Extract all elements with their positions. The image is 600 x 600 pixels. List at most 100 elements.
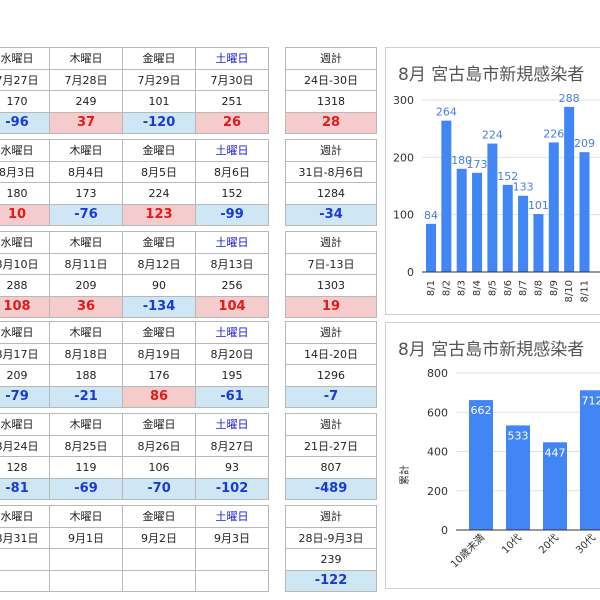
date-cell: 8月25日 bbox=[49, 434, 123, 457]
week-row-dates: 8月24日8月25日8月26日8月27日 21日-27日 bbox=[0, 434, 377, 457]
week-table: 水曜日木曜日金曜日土曜日週計8月24日8月25日8月26日8月27日21日-27… bbox=[0, 413, 377, 500]
column-gap bbox=[269, 161, 286, 183]
y-tick-label: 200 bbox=[427, 485, 448, 498]
bar bbox=[469, 400, 493, 530]
count-cell: 1296 bbox=[285, 364, 377, 387]
week-row-counts: 180 173 224 152 1284 bbox=[0, 182, 377, 205]
count-cell: 209 bbox=[49, 274, 123, 297]
diff-cell: -102 bbox=[195, 477, 269, 500]
bar bbox=[426, 223, 436, 272]
data-label: 264 bbox=[436, 106, 457, 119]
weekday-header: 週計 bbox=[285, 321, 377, 344]
weekday-header: 木曜日 bbox=[49, 413, 123, 436]
date-cell: 8月24日 bbox=[0, 434, 50, 457]
diff-cell: -122 bbox=[285, 569, 377, 592]
y-tick-label: 0 bbox=[407, 266, 414, 279]
weekday-header: 水曜日 bbox=[0, 231, 50, 254]
week-row-diffs: 108 36 -134 104 19 bbox=[0, 295, 377, 318]
week-row-headers: 水曜日 木曜日 金曜日 土曜日 週計 bbox=[0, 413, 377, 436]
y-tick-label: 400 bbox=[427, 446, 448, 459]
week-row-counts: 128 119 106 93 807 bbox=[0, 456, 377, 479]
weekday-header: 週計 bbox=[285, 505, 377, 528]
count-cell: 188 bbox=[49, 364, 123, 387]
x-tick-label: 8/7 bbox=[518, 280, 529, 296]
weekday-header: 金曜日 bbox=[122, 47, 196, 70]
x-tick-label: 8/11 bbox=[580, 280, 591, 302]
weekday-header: 木曜日 bbox=[49, 231, 123, 254]
column-gap bbox=[269, 204, 286, 226]
diff-cell: 108 bbox=[0, 295, 50, 318]
data-label: 224 bbox=[482, 129, 503, 142]
date-cell: 7月27日 bbox=[0, 68, 50, 91]
column-gap bbox=[269, 365, 286, 387]
weekday-header: 水曜日 bbox=[0, 139, 50, 162]
diff-cell: -96 bbox=[0, 111, 50, 134]
bar bbox=[502, 184, 513, 272]
count-cell: 195 bbox=[195, 364, 269, 387]
weekday-header: 金曜日 bbox=[122, 413, 196, 436]
count-cell: 224 bbox=[122, 182, 196, 205]
bar bbox=[579, 152, 590, 272]
week-row-diffs: -122 bbox=[0, 569, 377, 592]
week-row-dates: 8月3日 8月4日 8月5日 8月6日 31日-8月6日 bbox=[0, 160, 377, 183]
column-gap bbox=[269, 322, 286, 344]
date-cell: 8月3日 bbox=[0, 160, 50, 183]
count-cell: 288 bbox=[0, 274, 50, 297]
y-tick-label: 800 bbox=[427, 367, 448, 380]
diff-cell bbox=[49, 569, 123, 592]
weekday-header: 土曜日 bbox=[195, 321, 269, 344]
count-cell: 128 bbox=[0, 456, 50, 479]
week-row-headers: 水曜日 木曜日 金曜日 土曜日 週計 bbox=[0, 47, 377, 70]
x-tick-label: 20代 bbox=[537, 532, 562, 557]
diff-cell bbox=[122, 569, 196, 592]
count-cell: 249 bbox=[49, 90, 123, 113]
week-table: 水曜日木曜日金曜日土曜日週計7月27日7月28日7月29日7月30日24日-30… bbox=[0, 47, 377, 134]
data-label: 101 bbox=[528, 199, 549, 212]
diff-cell: -79 bbox=[0, 385, 50, 408]
date-cell: 8月11日 bbox=[49, 252, 123, 275]
data-label: 288 bbox=[559, 92, 580, 105]
date-cell: 8月19日 bbox=[122, 342, 196, 365]
date-cell: 8月4日 bbox=[49, 160, 123, 183]
diff-cell: 104 bbox=[195, 295, 269, 318]
column-gap bbox=[269, 253, 286, 275]
count-cell bbox=[0, 548, 50, 571]
column-gap bbox=[269, 435, 286, 457]
weekday-header: 週計 bbox=[285, 413, 377, 436]
date-cell: 9月1日 bbox=[49, 526, 123, 549]
diff-cell: 26 bbox=[195, 111, 269, 134]
week-row-headers: 水曜日 木曜日 金曜日 土曜日 週計 bbox=[0, 231, 377, 254]
date-cell: 7日-13日 bbox=[285, 252, 377, 275]
x-tick-label: 8/5 bbox=[487, 280, 498, 296]
weekday-header: 水曜日 bbox=[0, 321, 50, 344]
diff-cell: 86 bbox=[122, 385, 196, 408]
date-cell: 21日-27日 bbox=[285, 434, 377, 457]
data-label: 152 bbox=[497, 170, 518, 183]
weekday-header: 金曜日 bbox=[122, 321, 196, 344]
column-gap bbox=[269, 48, 286, 70]
diff-cell: -7 bbox=[285, 385, 377, 408]
diff-cell: 123 bbox=[122, 203, 196, 226]
y-axis-label: 累計 bbox=[398, 465, 411, 485]
date-cell: 8月5日 bbox=[122, 160, 196, 183]
column-gap bbox=[269, 112, 286, 134]
data-label: 226 bbox=[543, 127, 564, 140]
week-table: 水曜日 木曜日 金曜日 土曜日 週計 8月3日 8月4日 8月5日 8月6日 31日-8月6日 18… bbox=[0, 139, 377, 226]
week-row-diffs: -79 -21 86 -61 -7 bbox=[0, 385, 377, 408]
weekday-header: 土曜日 bbox=[195, 139, 269, 162]
weekday-header: 水曜日 bbox=[0, 505, 50, 528]
date-cell: 9月3日 bbox=[195, 526, 269, 549]
count-cell: 93 bbox=[195, 456, 269, 479]
diff-cell: -76 bbox=[49, 203, 123, 226]
count-cell: 176 bbox=[122, 364, 196, 387]
weekday-header: 週計 bbox=[285, 47, 377, 70]
bar bbox=[564, 106, 575, 272]
count-cell: 1303 bbox=[285, 274, 377, 297]
weekday-header: 土曜日 bbox=[195, 231, 269, 254]
count-cell: 119 bbox=[49, 456, 123, 479]
weekday-header: 木曜日 bbox=[49, 505, 123, 528]
count-cell: 90 bbox=[122, 274, 196, 297]
column-gap bbox=[269, 478, 286, 500]
count-cell bbox=[122, 548, 196, 571]
bar bbox=[487, 143, 498, 272]
